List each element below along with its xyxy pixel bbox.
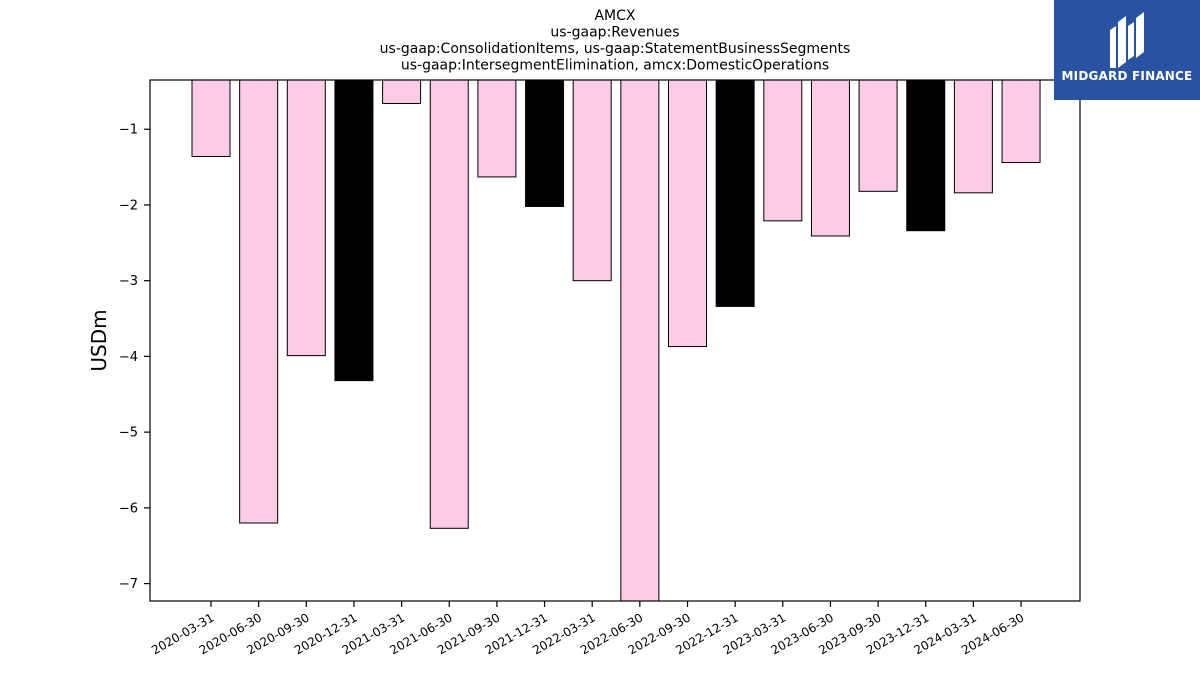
bar [191, 79, 231, 157]
midgard-finance-logo: MIDGARD FINANCE [1054, 0, 1200, 100]
y-tick-label: −1 [119, 123, 138, 138]
title-line: us-gaap:ConsolidationItems, us-gaap:Stat… [380, 41, 851, 57]
brand-name: MIDGARD FINANCE [1061, 69, 1193, 83]
bar [668, 79, 707, 348]
bar [763, 79, 803, 222]
bar [477, 79, 517, 178]
y-tick-label: −7 [119, 577, 138, 592]
bar [572, 79, 612, 282]
bar [525, 79, 565, 207]
bar [334, 79, 374, 382]
y-tick-label: −5 [119, 426, 138, 441]
bar [382, 79, 422, 104]
midgard-logo-icon [1110, 12, 1144, 68]
title-line: us-gaap:IntersegmentElimination, amcx:Do… [401, 58, 829, 74]
title-line: us-gaap:Revenues [550, 25, 679, 41]
bar [239, 79, 279, 524]
bar [953, 79, 993, 194]
bar [620, 79, 660, 602]
y-axis-label: USDm [87, 309, 111, 371]
chart-title: AMCXus-gaap:Revenuesus-gaap:Consolidatio… [380, 8, 851, 74]
bar [715, 79, 755, 307]
y-tick-label: −2 [119, 198, 138, 213]
y-axis: −1 −2 −3 −4 −5 −6 −7 [119, 123, 150, 592]
bar [810, 79, 850, 237]
bar [858, 79, 898, 192]
bar [429, 79, 469, 529]
bars [191, 79, 1041, 602]
bar [286, 79, 326, 357]
bar [1001, 79, 1041, 164]
plot-frame [149, 79, 1081, 602]
y-tick-label: −6 [119, 501, 138, 516]
x-axis: 2020-03-312020-06-302020-09-302020-12-31… [149, 601, 1027, 657]
title-line: AMCX [594, 8, 635, 24]
y-tick-label: −3 [119, 274, 138, 289]
bar [906, 79, 946, 232]
y-tick-label: −4 [119, 350, 138, 365]
